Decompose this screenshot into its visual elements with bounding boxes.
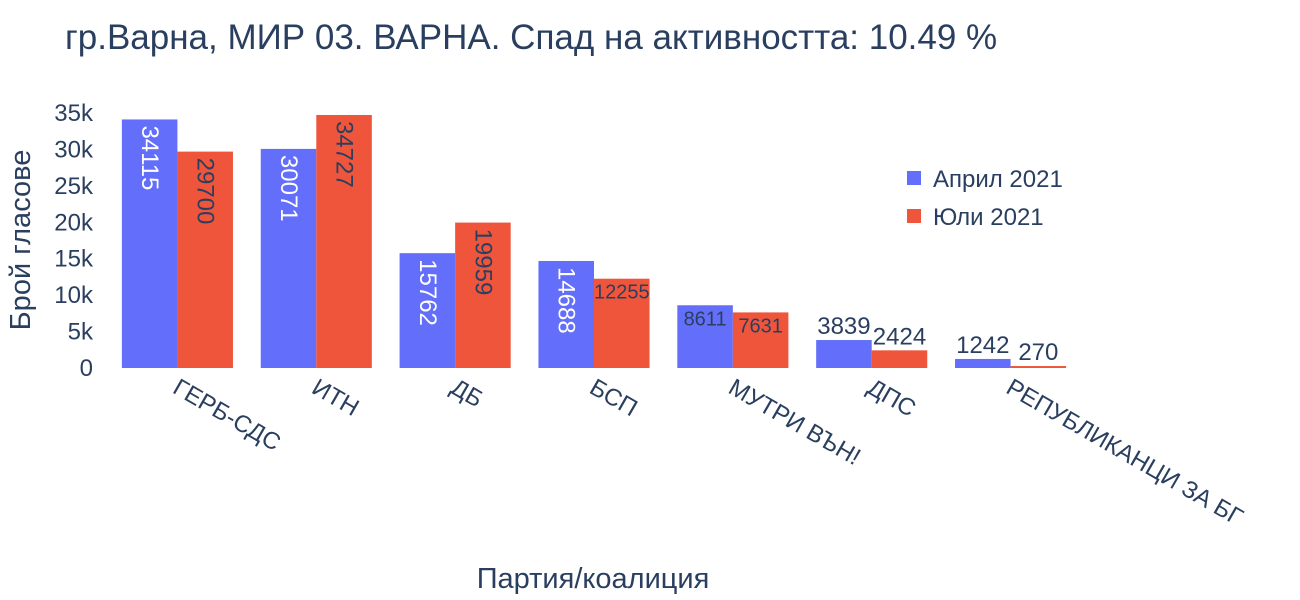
chart-title: гр.Варна, МИР 03. ВАРНА. Спад на активно…	[65, 18, 997, 57]
bar-data-label: 34115	[136, 125, 163, 190]
bar[interactable]	[399, 253, 456, 368]
bar-data-label: 1242	[956, 332, 1009, 359]
legend-label: Юли 2021	[933, 204, 1044, 231]
bar[interactable]	[871, 350, 928, 368]
x-tick-label: ДПС	[863, 374, 921, 423]
x-tick-label: ИТН	[307, 374, 363, 422]
y-tick-label: 20k	[54, 209, 94, 236]
bar-data-label: 3839	[817, 313, 870, 340]
legend-swatch	[907, 209, 921, 223]
bar[interactable]	[121, 119, 178, 368]
bar-data-label: 12255	[594, 282, 650, 304]
y-tick-label: 5k	[68, 319, 94, 346]
bar-data-label: 15762	[414, 259, 441, 326]
bar[interactable]	[538, 260, 594, 368]
x-tick-label: БСП	[585, 374, 642, 422]
bar-data-label: 30071	[275, 155, 302, 222]
bar[interactable]	[316, 114, 372, 368]
x-tick-label: ДБ	[446, 374, 487, 413]
legend[interactable]: Април 2021 Юли 2021	[907, 166, 1063, 231]
bar[interactable]	[455, 222, 511, 368]
bar-data-label: 270	[1018, 339, 1058, 366]
y-axis: 0 5k 10k 15k 20k 25k 30k 35k	[54, 100, 94, 382]
bar[interactable]	[677, 305, 733, 368]
x-axis-title: Партия/коалиция	[477, 563, 710, 595]
bar-data-label: 8611	[684, 308, 727, 330]
bar[interactable]	[260, 148, 317, 368]
bar[interactable]	[816, 340, 872, 368]
legend-item[interactable]: Април 2021	[907, 166, 1063, 193]
bar-data-label: 2424	[873, 323, 926, 350]
y-tick-label: 15k	[54, 246, 94, 273]
x-tick-label: МУТРИ ВЪН!	[724, 374, 865, 471]
y-tick-label: 25k	[54, 173, 94, 200]
bar-data-label: 14688	[553, 267, 580, 334]
bar[interactable]	[732, 312, 789, 368]
y-tick-label: 10k	[54, 282, 94, 309]
bar[interactable]	[955, 358, 1011, 368]
x-axis: ГЕРБ-СДС ИТН ДБ БСП МУТРИ ВЪН!ДПС РЕПУБЛИКАНЦ…	[168, 374, 1247, 531]
x-tick-label: РЕПУБЛИКАНЦИ ЗА БГ	[1002, 374, 1248, 531]
legend-item[interactable]: Юли 2021	[907, 204, 1044, 231]
legend-swatch	[907, 171, 921, 185]
bar[interactable]	[177, 151, 233, 368]
bar[interactable]	[1010, 366, 1067, 368]
bar[interactable]	[594, 278, 650, 368]
bar-data-label: 7631	[738, 315, 783, 337]
plot-area: 34115 30071 15762 14688 8611 3839 1242 29700 347…	[121, 114, 1067, 368]
y-axis-title: Брой гласове	[5, 150, 37, 331]
y-tick-label: 35k	[54, 100, 94, 127]
bar-data-label: 29700	[192, 158, 219, 225]
bar-data-label: 19959	[469, 229, 496, 296]
y-tick-label: 30k	[54, 136, 94, 163]
legend-label: Април 2021	[933, 166, 1063, 193]
x-tick-label: ГЕРБ-СДС	[168, 374, 285, 457]
y-tick-label: 0	[80, 355, 93, 382]
bar-data-label: 34727	[331, 121, 358, 188]
